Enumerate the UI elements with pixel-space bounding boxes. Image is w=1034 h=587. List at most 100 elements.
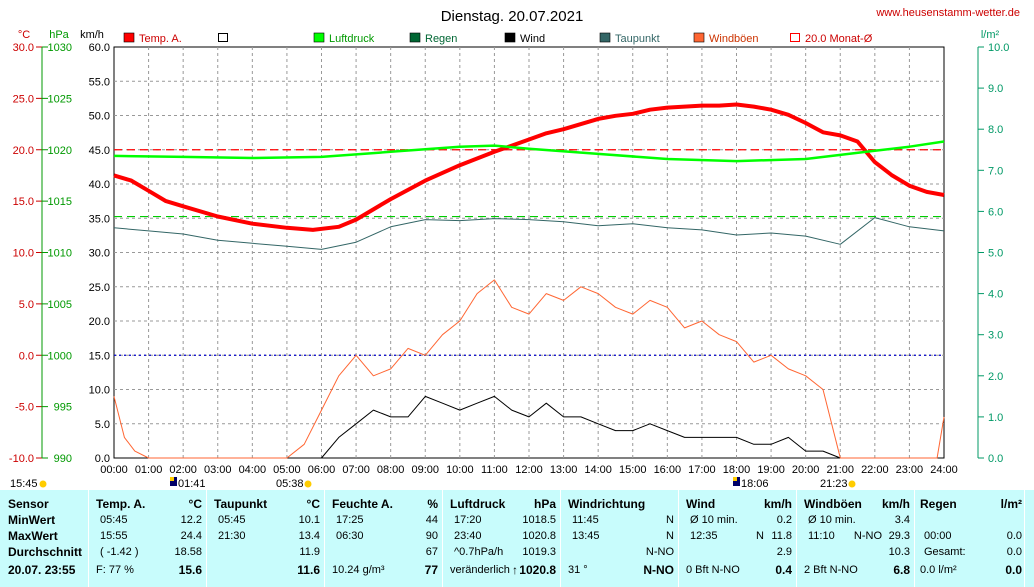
rain-tick: 7.0	[988, 165, 1003, 177]
wind-tick: 60.0	[89, 42, 110, 54]
legend-item-1	[218, 33, 228, 42]
wind-tick: 55.0	[89, 76, 110, 88]
press-tick: 990	[54, 453, 72, 465]
row-max-label: MaxWert	[8, 529, 58, 543]
rain-tick: 5.0	[988, 248, 1003, 260]
moon-icon-accent	[733, 477, 737, 481]
press-tick: 1030	[48, 42, 72, 54]
moon-icon	[170, 477, 177, 486]
sun-icon	[848, 480, 856, 488]
gust-row-value: 29.3	[888, 530, 910, 542]
temp-row-label: 05:45	[100, 514, 128, 526]
temp-row-value: 18.58	[174, 546, 202, 558]
wind-tick: 40.0	[89, 179, 110, 191]
dir-row-label: 13:45	[572, 530, 600, 542]
press-unit: hPa	[533, 497, 556, 511]
temp-tick: -5.0	[15, 402, 34, 414]
temp-tick: 15.0	[13, 196, 34, 208]
press-tick: 1020	[48, 145, 72, 157]
rain-foot-label: 0.0 l/m²	[920, 564, 957, 576]
temp-row-value: 24.4	[180, 530, 202, 542]
rain-row-label: 00:00	[924, 530, 952, 542]
rain-head: Regen	[920, 497, 957, 511]
temp-foot-value: 15.6	[178, 563, 202, 577]
wind-tick: 45.0	[89, 145, 110, 157]
x-tick: 21:00	[826, 464, 854, 476]
wind-foot-value: 0.4	[775, 563, 792, 577]
dew-head: Taupunkt	[214, 497, 268, 511]
hum-head: Feuchte A.	[332, 497, 393, 511]
legend-label-3: Regen	[425, 33, 457, 45]
temp-tick: 10.0	[13, 248, 34, 260]
x-tick: 01:00	[135, 464, 163, 476]
x-tick: 14:00	[584, 464, 612, 476]
gust-row-dir: N-NO	[853, 530, 882, 542]
site-url[interactable]: www.heusenstamm-wetter.de	[875, 7, 1020, 19]
rain-row-label: Gesamt:	[924, 546, 966, 558]
wind-row-dir: N	[756, 530, 764, 542]
rain-tick: 9.0	[988, 83, 1003, 95]
rain-tick: 1.0	[988, 412, 1003, 424]
hum-foot-value: 77	[424, 563, 438, 577]
x-tick: 12:00	[515, 464, 543, 476]
series-windb-en	[113, 279, 945, 459]
x-tick: 10:00	[446, 464, 474, 476]
press-row-value: 1019.3	[522, 546, 556, 558]
gust-row-value: 10.3	[888, 546, 910, 558]
col-press: Luftdruck hPa 17:20 1018.5 23:40 1020.8 ^0.7hP…	[450, 490, 556, 587]
gust-foot-label: 2 Bft N-NO	[804, 564, 858, 576]
wind-row-label: Ø 10 min.	[690, 514, 738, 526]
wind-row-value: 11.8	[771, 530, 792, 542]
wind-tick: 5.0	[95, 419, 110, 431]
legend-item-2: Luftdruck	[313, 32, 375, 45]
col-rain: Regen l/m² 00:00 0.0 Gesamt: 0.0 0.0 l/m² 0.0	[920, 490, 1022, 587]
x-tick: 07:00	[342, 464, 370, 476]
wind-tick: 30.0	[89, 248, 110, 260]
x-tick: 00:00	[100, 464, 128, 476]
time-marker-2: 05:38	[276, 478, 304, 490]
press-row-value: 1020.8	[522, 530, 556, 542]
gust-head: Windböen	[804, 497, 862, 511]
rain-unit: l/m²	[981, 29, 1000, 41]
legend-item-7: 20.0 Monat-Ø	[790, 33, 873, 45]
hum-row-value: 67	[425, 546, 438, 558]
x-tick: 05:00	[273, 464, 301, 476]
temp-row-value: 12.2	[180, 514, 202, 526]
legend-label-5: Taupunkt	[615, 33, 660, 45]
x-tick: 09:00	[411, 464, 439, 476]
rain-tick: 8.0	[988, 124, 1003, 136]
press-tick: 1025	[48, 93, 72, 105]
press-unit: hPa	[49, 29, 69, 41]
gust-row-label: 11:10	[808, 530, 835, 542]
x-tick: 17:00	[688, 464, 716, 476]
dew-row-label: 05:45	[218, 514, 246, 526]
dew-unit: °C	[306, 497, 320, 511]
temp-tick: 5.0	[19, 299, 34, 311]
rain-row-value: 0.0	[1006, 530, 1022, 542]
rain-tick: 10.0	[988, 42, 1009, 54]
dew-row-value: 11.9	[299, 546, 320, 558]
dir-row-label: 11:45	[572, 514, 599, 526]
legend-label-4: Wind	[520, 33, 545, 45]
moon-icon-accent	[170, 477, 174, 481]
wind-unit: km/h	[80, 29, 104, 41]
rain-tick: 0.0	[988, 453, 1003, 465]
x-tick: 19:00	[757, 464, 785, 476]
col-gust: Windböen km/h Ø 10 min. 3.4 11:10 N-NO 29.3 10.…	[804, 490, 910, 587]
dew-row-label: 21:30	[218, 530, 246, 542]
col-sensor: Sensor MinWert MaxWert Durchschnitt 20.0…	[0, 490, 88, 587]
wind-tick: 20.0	[89, 316, 110, 328]
x-tick: 08:00	[377, 464, 405, 476]
wind-head: Wind	[686, 497, 716, 511]
legend-item-5: Taupunkt	[599, 32, 660, 45]
sun-icon	[304, 480, 312, 488]
series-layer	[113, 102, 945, 459]
wind-foot-label: 0 Bft N-NO	[686, 564, 740, 576]
wind-unit: km/h	[763, 497, 792, 511]
series-taupunkt	[113, 217, 945, 250]
rain-unit: l/m²	[1000, 497, 1022, 511]
dir-foot-value: N-NO	[643, 563, 674, 577]
chart-title: Dienstag. 20.07.2021	[441, 8, 584, 25]
temp-tick: 30.0	[13, 42, 34, 54]
rain-foot-value: 0.0	[1005, 563, 1022, 577]
